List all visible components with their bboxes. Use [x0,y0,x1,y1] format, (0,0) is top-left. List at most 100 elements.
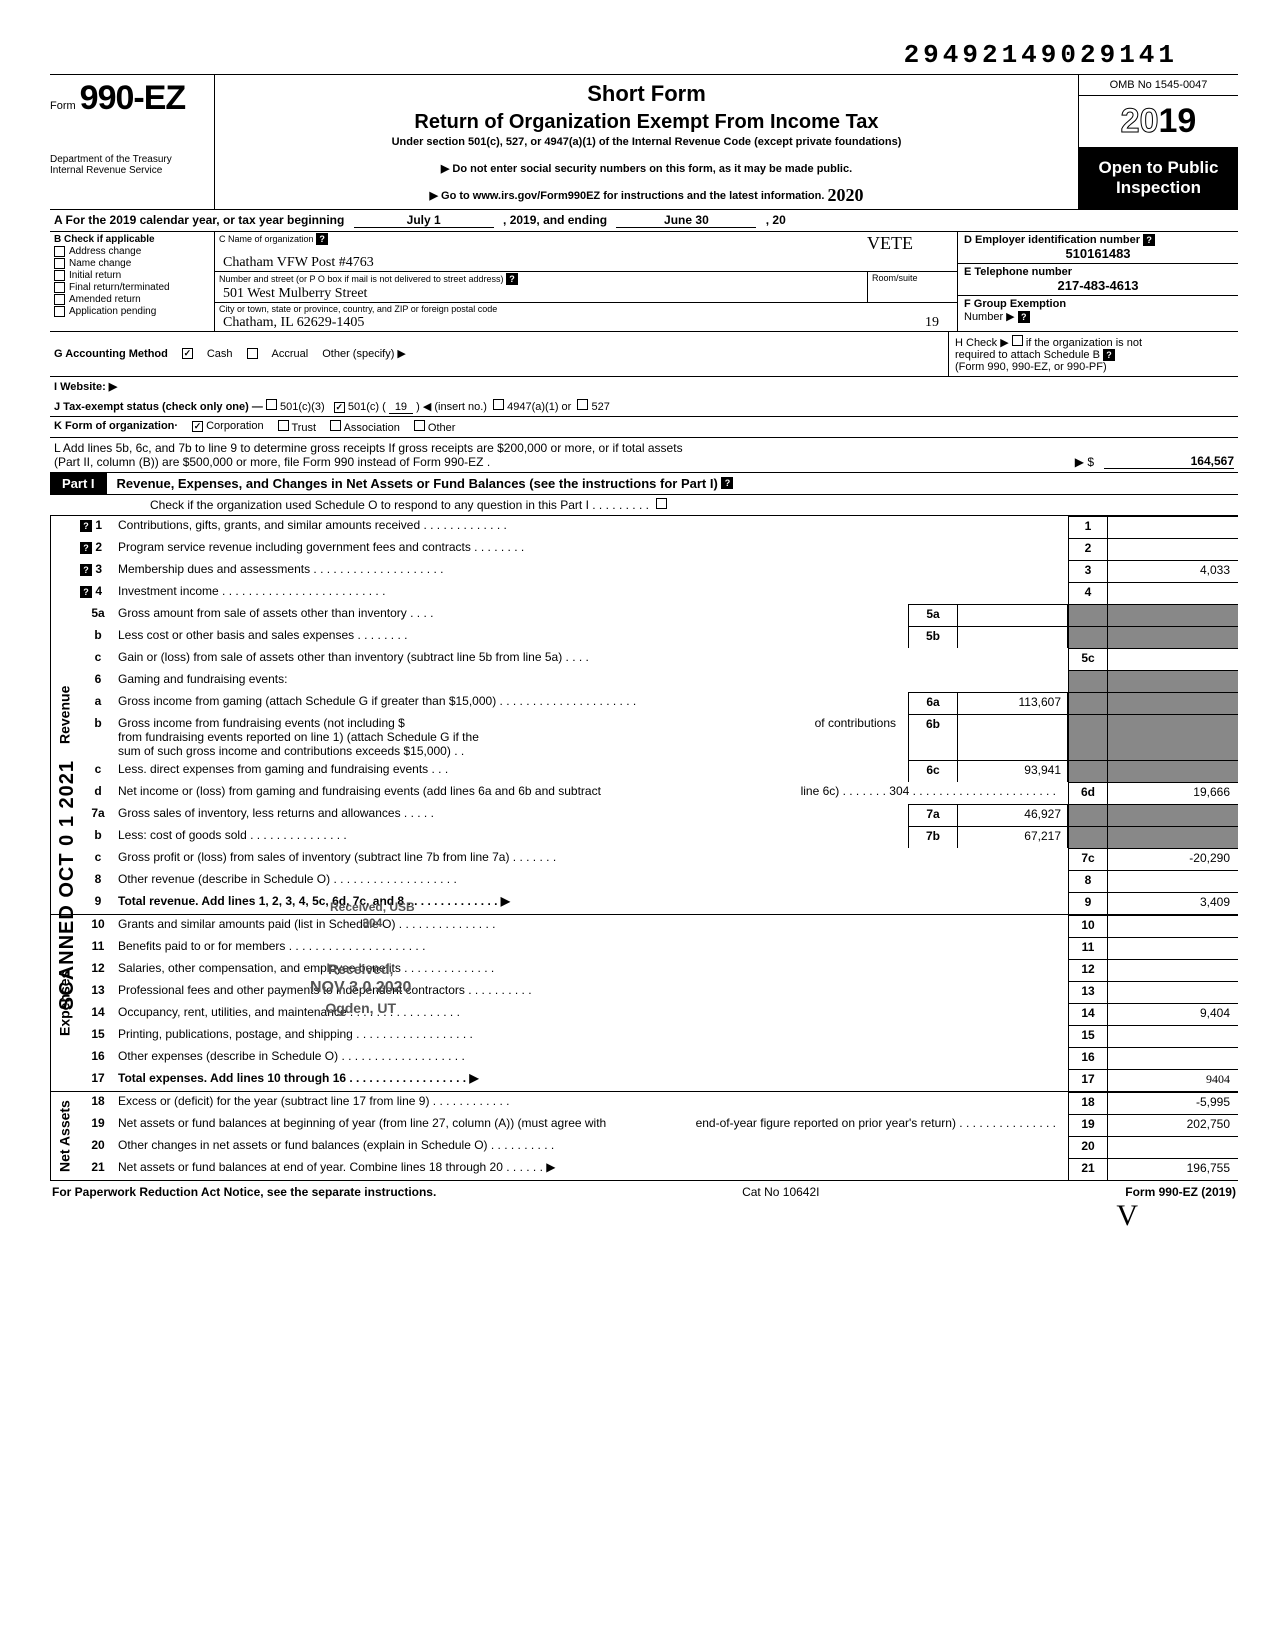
chk-cash[interactable] [182,348,193,359]
chk-pending[interactable] [54,306,65,317]
help-icon[interactable]: ? [721,477,733,489]
line-description: Gross income from fundraising events (no… [118,714,908,760]
help-icon[interactable]: ? [80,542,92,554]
line-value: 3,409 [1108,892,1238,914]
line-description: Grants and similar amounts paid (list in… [118,915,1068,937]
line-description: Gross amount from sale of assets other t… [118,604,908,626]
line-number: ? 2 [78,538,118,560]
lbl-final-return: Final return/terminated [69,282,170,293]
chk-address-change[interactable] [54,246,65,257]
shaded-cell [1108,692,1238,714]
chk-trust[interactable] [278,420,289,431]
line-number: c [78,648,118,670]
help-icon[interactable]: ? [1018,311,1030,323]
shaded-cell [1108,826,1238,848]
chk-amended[interactable] [54,294,65,305]
help-icon[interactable]: ? [316,233,328,245]
line-number: b [78,714,118,760]
line-value [1108,516,1238,538]
shaded-cell [1068,626,1108,648]
open-line1: Open to Public [1083,158,1234,178]
line-box-number: 10 [1068,915,1108,937]
line-box-number: 3 [1068,560,1108,582]
help-icon[interactable]: ? [1103,349,1115,361]
open-to-public: Open to Public Inspection [1079,148,1238,209]
line-value: -5,995 [1108,1092,1238,1114]
line-box-number: 13 [1068,981,1108,1003]
goto-text: ▶ Go to www.irs.gov/Form990EZ for instru… [430,190,825,202]
h-text2: if the organization is not [1026,337,1142,349]
chk-527[interactable] [577,399,588,410]
shaded-cell [1068,760,1108,782]
lbl-address-change: Address change [69,246,141,257]
chk-501c3[interactable] [266,399,277,410]
schedule-o-check-text: Check if the organization used Schedule … [150,498,649,512]
lbl-name-change: Name change [69,258,131,269]
row-a-prefix: A For the 2019 calendar year, or tax yea… [54,213,344,227]
line-box-number: 11 [1068,937,1108,959]
line-description: Gross profit or (loss) from sales of inv… [118,848,1068,870]
help-icon[interactable]: ? [80,564,92,576]
tel-label: E Telephone number [964,266,1072,278]
dept-line2: Internal Revenue Service [50,165,208,176]
chk-accrual[interactable] [247,348,258,359]
h-text4: (Form 990, 990-EZ, or 990-PF) [955,361,1107,373]
line-description: Gross sales of inventory, less returns a… [118,804,908,826]
chk-corporation[interactable] [192,421,203,432]
line-description: Printing, publications, postage, and shi… [118,1025,1068,1047]
form-line-c: cGain or (loss) from sale of assets othe… [78,648,1238,670]
l-arrow: ▶ $ [1075,455,1094,469]
j-label: J Tax-exempt status (check only one) — [54,401,263,413]
line-description: Membership dues and assessments . . . . … [118,560,1068,582]
help-icon[interactable]: ? [80,520,92,532]
line-description: Less: cost of goods sold . . . . . . . .… [118,826,908,848]
line-box-number: 14 [1068,1003,1108,1025]
goto-link: ▶ Go to www.irs.gov/Form990EZ for instru… [225,183,1068,204]
line-description: Investment income . . . . . . . . . . . … [118,582,1068,604]
shaded-cell [1108,714,1238,760]
tax-year: 2019 [1079,96,1238,148]
chk-4947a1[interactable] [493,399,504,410]
h-check-label: H Check ▶ [955,337,1009,349]
chk-schedule-b[interactable] [1012,335,1023,346]
line-box-number: 1 [1068,516,1108,538]
subtitle: Under section 501(c), 527, or 4947(a)(1)… [225,136,1068,148]
chk-501c[interactable] [334,402,345,413]
line-description: Other changes in net assets or fund bala… [118,1136,1068,1158]
line-value: -20,290 [1108,848,1238,870]
chk-other-org[interactable] [414,420,425,431]
form-line-14: 14Occupancy, rent, utilities, and mainte… [78,1003,1238,1025]
lbl-pending: Application pending [69,306,156,317]
line-value: 19,666 [1108,782,1238,804]
form-line-2: ? 2Program service revenue including gov… [78,538,1238,560]
chk-name-change[interactable] [54,258,65,269]
year-begin: July 1 [354,213,494,228]
help-icon[interactable]: ? [80,586,92,598]
form-line-1: ? 1Contributions, gifts, grants, and sim… [78,516,1238,538]
line-number: 15 [78,1025,118,1047]
subline-value: 46,927 [958,804,1068,826]
line-value [1108,1136,1238,1158]
help-icon[interactable]: ? [506,273,518,285]
header-middle: Short Form Return of Organization Exempt… [215,75,1078,209]
chk-association[interactable] [330,420,341,431]
chk-schedule-o[interactable] [656,498,667,509]
chk-final-return[interactable] [54,282,65,293]
line-number: ? 4 [78,582,118,604]
line-value [1108,1047,1238,1069]
form-line-c: cGross profit or (loss) from sales of in… [78,848,1238,870]
line-j: J Tax-exempt status (check only one) — 5… [50,396,1238,417]
form-line-5a: 5aGross amount from sale of assets other… [78,604,1238,626]
shaded-cell [1068,670,1108,692]
help-icon[interactable]: ? [1143,234,1155,246]
lbl-initial-return: Initial return [69,270,121,281]
line-value: 4,033 [1108,560,1238,582]
line-number: 11 [78,937,118,959]
ssn-notice: ▶ Do not enter social security numbers o… [225,162,1068,175]
form-line-12: 12Salaries, other compensation, and empl… [78,959,1238,981]
line-description: Contributions, gifts, grants, and simila… [118,516,1068,538]
chk-initial-return[interactable] [54,270,65,281]
revenue-label: Revenue [50,516,78,914]
line-description: Excess or (deficit) for the year (subtra… [118,1092,1068,1114]
row-a-tax-year: A For the 2019 calendar year, or tax yea… [50,210,1238,232]
